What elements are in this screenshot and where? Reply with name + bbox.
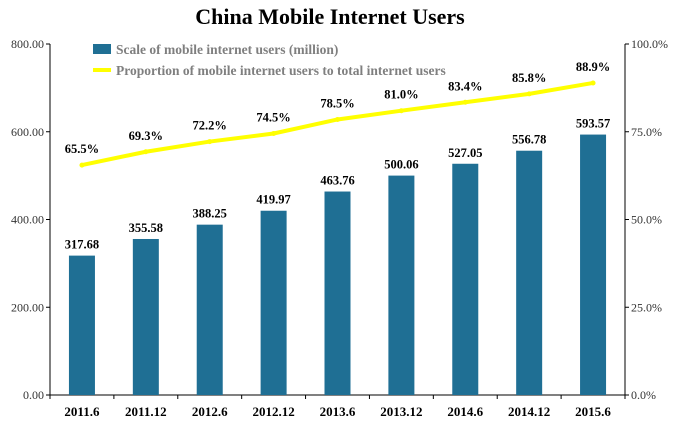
right-tick-label: 25.0% — [631, 300, 662, 314]
line-layer — [79, 80, 596, 168]
bar-value-label: 419.97 — [256, 193, 290, 207]
bar-value-label: 500.06 — [384, 158, 418, 172]
line-value-label: 78.5% — [320, 96, 354, 110]
legend-bar-label: Scale of mobile internet users (million) — [116, 42, 338, 57]
left-tick-label: 800.00 — [11, 37, 44, 51]
line-point — [590, 80, 596, 86]
line-value-label: 74.5% — [256, 111, 290, 125]
bar-value-label: 388.25 — [193, 207, 227, 221]
bar — [68, 255, 95, 395]
left-tick-label: 400.00 — [11, 213, 44, 227]
line-value-label: 88.9% — [576, 60, 610, 74]
x-tick-label: 2012.12 — [252, 404, 294, 419]
line-point — [143, 149, 149, 155]
right-tick-label: 100.0% — [631, 37, 668, 51]
line-point — [79, 162, 85, 168]
line-value-label: 69.3% — [129, 129, 163, 143]
right-tick-label: 75.0% — [631, 125, 662, 139]
x-tick-label: 2011.6 — [64, 404, 100, 419]
bar — [580, 134, 607, 395]
x-tick-label: 2014.12 — [508, 404, 550, 419]
chart-title: China Mobile Internet Users — [195, 4, 465, 29]
right-tick-label: 50.0% — [631, 213, 662, 227]
line-value-label: 65.5% — [65, 142, 99, 156]
line-point — [462, 99, 468, 105]
bar-value-label: 593.57 — [576, 117, 610, 131]
left-tick-label: 0.00 — [23, 388, 44, 402]
bar — [388, 175, 415, 395]
x-tick-label: 2011.12 — [125, 404, 167, 419]
bar — [516, 150, 543, 395]
data-labels: 317.68 355.58 388.25 419.97 463.76 500.06 527.… — [65, 60, 610, 252]
x-tick-label: 2012.6 — [192, 404, 228, 419]
legend-line-label: Proportion of mobile internet users to t… — [116, 63, 446, 78]
x-tick-label: 2013.6 — [320, 404, 356, 419]
legend: Scale of mobile internet users (million)… — [93, 42, 446, 78]
line-point — [335, 116, 340, 122]
bar-value-label: 355.58 — [129, 221, 163, 235]
line-point — [207, 139, 213, 145]
bar — [196, 224, 223, 395]
line-point — [526, 91, 532, 97]
bar — [452, 163, 479, 395]
bar-value-label: 463.76 — [320, 174, 354, 188]
x-tick-label: 2013.12 — [380, 404, 422, 419]
line-value-label: 85.8% — [512, 71, 546, 85]
left-tick-label: 600.00 — [11, 125, 44, 139]
bar-value-label: 556.78 — [512, 133, 546, 147]
right-tick-label: 0.0% — [631, 388, 656, 402]
line-value-label: 72.2% — [193, 119, 227, 133]
line-value-label: 81.0% — [384, 88, 418, 102]
bars — [68, 134, 607, 395]
x-tick-label: 2014.6 — [447, 404, 483, 419]
legend-bar-swatch — [93, 44, 111, 54]
bar-value-label: 527.05 — [448, 146, 482, 160]
axes: 0.00 200.00 400.00 600.00 800.00 0.0% 25.0% 50.… — [11, 37, 668, 419]
line-point — [271, 131, 277, 137]
bar — [260, 210, 287, 395]
bar-value-label: 317.68 — [65, 238, 99, 252]
bar — [324, 191, 351, 395]
x-tick-label: 2015.6 — [575, 404, 611, 419]
bar — [132, 238, 159, 395]
line-point — [398, 108, 404, 114]
left-tick-label: 200.00 — [11, 300, 44, 314]
line-value-label: 83.4% — [448, 79, 482, 93]
